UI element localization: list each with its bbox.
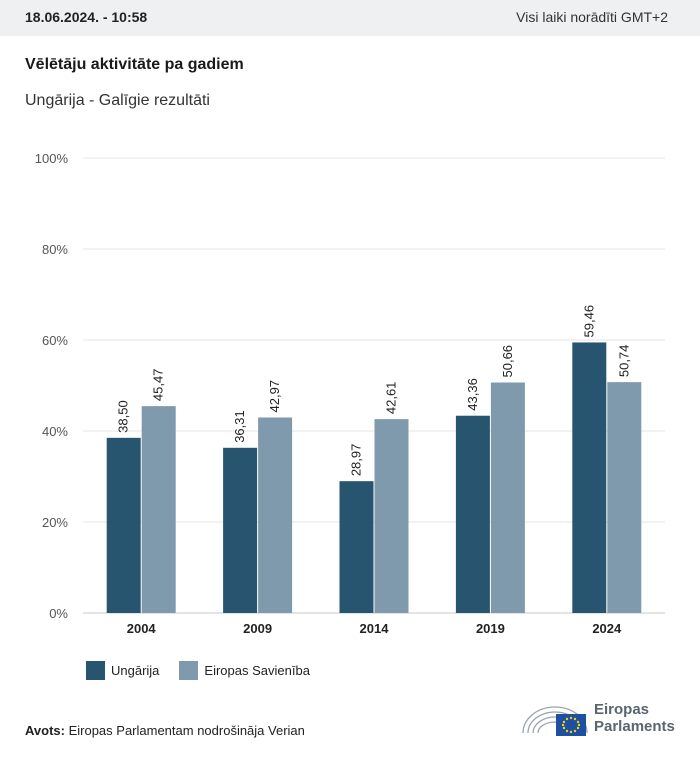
bar-eu xyxy=(607,382,642,613)
x-tick-label: 2009 xyxy=(243,621,272,636)
logo-text: Eiropas Parlaments xyxy=(594,701,675,735)
legend-label-hungary: Ungārija xyxy=(111,663,160,678)
bar-eu xyxy=(141,406,176,613)
y-tick-label: 0% xyxy=(49,606,68,621)
y-tick-label: 60% xyxy=(42,333,68,348)
bar-data-label: 42,97 xyxy=(267,380,282,413)
bar-data-label: 50,74 xyxy=(616,345,631,378)
legend-swatch-hungary xyxy=(86,661,105,680)
source-note: Avots: Eiropas Parlamentam nodrošināja V… xyxy=(25,723,305,738)
turnout-bar-chart: 0% 20% 40% 60% 80% 100% 38,50 45,47 2004 36,31 42,… xyxy=(35,151,665,636)
bar-eu xyxy=(490,382,525,613)
source-text: Eiropas Parlamentam nodrošināja Verian xyxy=(64,723,305,738)
legend-item-eu: Eiropas Savienība xyxy=(179,661,310,680)
bar-data-label: 28,97 xyxy=(349,444,364,477)
parliament-hemicycle-icon xyxy=(522,706,588,736)
y-tick-label: 40% xyxy=(42,424,68,439)
bar-data-label: 45,47 xyxy=(151,369,166,402)
timezone-note: Visi laiki norādīti GMT+2 xyxy=(516,9,668,25)
y-tick-label: 100% xyxy=(35,151,69,166)
bar-data-label: 50,66 xyxy=(500,345,515,378)
european-parliament-logo: Eiropas Parlaments xyxy=(520,700,680,740)
x-tick-label: 2004 xyxy=(127,621,157,636)
bar-eu xyxy=(258,417,293,613)
bar-data-label: 38,50 xyxy=(116,400,131,433)
y-tick-label: 80% xyxy=(42,242,68,257)
legend-swatch-eu xyxy=(179,661,199,680)
bar-hungary xyxy=(106,437,141,613)
top-bar: 18.06.2024. - 10:58 Visi laiki norādīti … xyxy=(0,0,700,36)
bar-data-label: 59,46 xyxy=(581,305,596,338)
timestamp: 18.06.2024. - 10:58 xyxy=(25,9,148,25)
bar-hungary xyxy=(339,481,374,613)
source-label: Avots: xyxy=(25,723,65,738)
bar-hungary xyxy=(223,447,258,613)
chart-subtitle: Ungārija - Galīgie rezultāti xyxy=(25,92,210,109)
bar-hungary xyxy=(572,342,607,613)
logo-line-2: Parlaments xyxy=(594,718,675,735)
x-tick-label: 2024 xyxy=(592,621,622,636)
bar-hungary xyxy=(455,415,490,613)
bar-data-label: 43,36 xyxy=(465,378,480,411)
bar-data-label: 36,31 xyxy=(232,410,247,443)
chart-title: Vēlētāju aktivitāte pa gadiem xyxy=(25,56,244,73)
y-tick-label: 20% xyxy=(42,515,68,530)
bar-eu xyxy=(374,419,409,613)
chart-legend: Ungārija Eiropas Savienība xyxy=(86,661,330,680)
x-tick-label: 2014 xyxy=(360,621,390,636)
legend-item-hungary: Ungārija xyxy=(86,661,159,680)
bar-data-label: 42,61 xyxy=(384,382,399,415)
legend-label-eu: Eiropas Savienība xyxy=(204,663,310,678)
x-tick-label: 2019 xyxy=(476,621,505,636)
logo-line-1: Eiropas xyxy=(594,701,650,718)
